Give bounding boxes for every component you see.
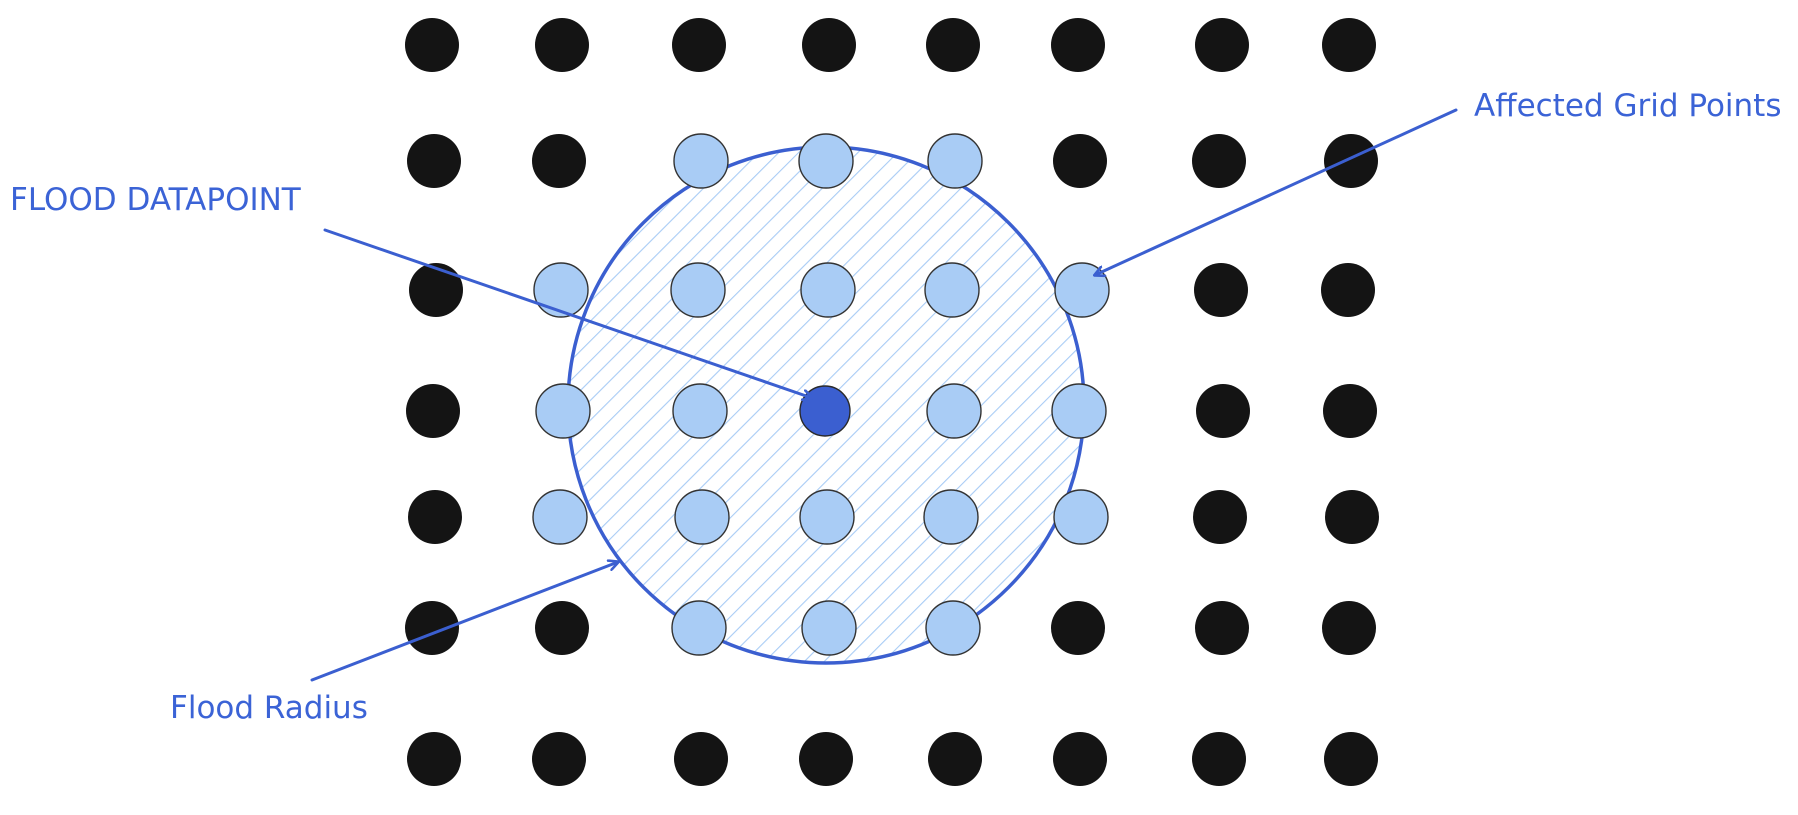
grid-point <box>1194 263 1248 317</box>
grid-point <box>1323 384 1377 438</box>
grid-point <box>405 18 459 72</box>
grid-point <box>1051 601 1105 655</box>
grid-point <box>1193 490 1247 544</box>
grid-point <box>926 18 980 72</box>
affected-grid-point <box>673 133 729 189</box>
flood-radius-label: Flood Radius <box>170 690 368 726</box>
affected-grid-points-label: Affected Grid Points <box>1474 88 1781 124</box>
grid-point <box>1053 732 1107 786</box>
affected-grid-point <box>925 600 981 656</box>
grid-points <box>405 18 1379 786</box>
grid-point <box>1322 601 1376 655</box>
affected-grid-point <box>800 262 856 318</box>
affected-grid-point <box>924 262 980 318</box>
affected-grid-point <box>799 489 855 545</box>
grid-point <box>1196 384 1250 438</box>
grid-point <box>407 732 461 786</box>
affected-grid-point <box>926 383 982 439</box>
affected-grid-point <box>1053 489 1109 545</box>
grid-point <box>406 384 460 438</box>
grid-point <box>1053 134 1107 188</box>
flood-datapoint-label: FLOOD DATAPOINT <box>10 182 302 218</box>
grid-point <box>408 490 462 544</box>
flood-datapoint <box>799 385 851 437</box>
affected-grid-point <box>674 489 730 545</box>
grid-point <box>1051 18 1105 72</box>
affected-grid-point <box>1051 383 1107 439</box>
grid-point <box>799 732 853 786</box>
affected-grid-point <box>671 600 727 656</box>
grid-point <box>532 732 586 786</box>
grid-point <box>1324 134 1378 188</box>
affected-grid-point <box>923 489 979 545</box>
radius-arrow <box>310 562 618 682</box>
grid-point <box>405 601 459 655</box>
affected-arrow <box>1095 108 1458 275</box>
grid-point <box>672 18 726 72</box>
affected-grid-point <box>532 489 588 545</box>
affected-grid-point <box>927 133 983 189</box>
grid-point <box>1325 490 1379 544</box>
affected-grid-point <box>801 600 857 656</box>
datapoint-arrow <box>323 228 812 398</box>
grid-point <box>535 18 589 72</box>
grid-point <box>1192 732 1246 786</box>
grid-point <box>535 601 589 655</box>
grid-point <box>407 134 461 188</box>
grid-point <box>532 134 586 188</box>
affected-grid-point <box>533 262 589 318</box>
grid-point <box>409 263 463 317</box>
grid-point <box>1322 18 1376 72</box>
grid-point <box>928 732 982 786</box>
affected-grid-point <box>798 133 854 189</box>
grid-point <box>1192 134 1246 188</box>
grid-point <box>1195 601 1249 655</box>
grid-point <box>802 18 856 72</box>
grid-point <box>1324 732 1378 786</box>
affected-grid-point <box>672 383 728 439</box>
grid-point <box>674 732 728 786</box>
affected-grid-point <box>670 262 726 318</box>
grid-point <box>1321 263 1375 317</box>
grid-point <box>1195 18 1249 72</box>
affected-grid-point <box>535 383 591 439</box>
